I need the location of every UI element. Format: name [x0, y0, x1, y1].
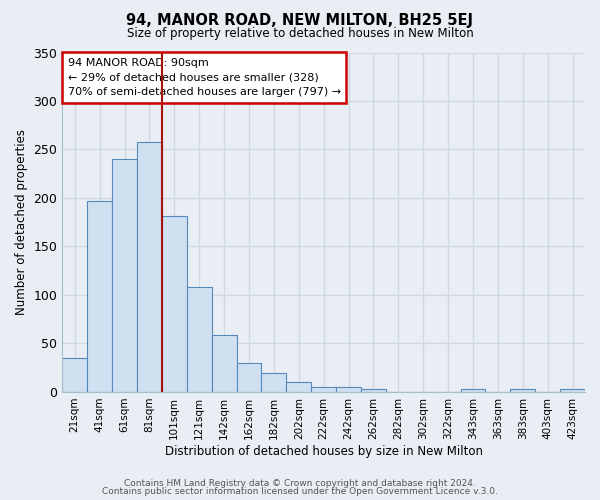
Bar [311, 387, 336, 392]
Bar [286, 382, 311, 392]
Bar [511, 389, 535, 392]
Text: Contains public sector information licensed under the Open Government Licence v.: Contains public sector information licen… [102, 487, 498, 496]
Y-axis label: Number of detached properties: Number of detached properties [15, 129, 28, 315]
Bar [262, 372, 286, 392]
Bar [87, 201, 112, 392]
Text: Size of property relative to detached houses in New Milton: Size of property relative to detached ho… [127, 28, 473, 40]
Bar [212, 334, 236, 392]
Bar [62, 358, 87, 392]
Text: 94, MANOR ROAD, NEW MILTON, BH25 5EJ: 94, MANOR ROAD, NEW MILTON, BH25 5EJ [127, 12, 473, 28]
Bar [187, 287, 212, 392]
Bar [137, 142, 162, 392]
Bar [236, 363, 262, 392]
Bar [560, 389, 585, 392]
Text: 94 MANOR ROAD: 90sqm
← 29% of detached houses are smaller (328)
70% of semi-deta: 94 MANOR ROAD: 90sqm ← 29% of detached h… [68, 58, 341, 97]
Bar [112, 159, 137, 392]
X-axis label: Distribution of detached houses by size in New Milton: Distribution of detached houses by size … [164, 444, 482, 458]
Bar [336, 387, 361, 392]
Bar [461, 389, 485, 392]
Bar [361, 389, 386, 392]
Text: Contains HM Land Registry data © Crown copyright and database right 2024.: Contains HM Land Registry data © Crown c… [124, 478, 476, 488]
Bar [162, 216, 187, 392]
